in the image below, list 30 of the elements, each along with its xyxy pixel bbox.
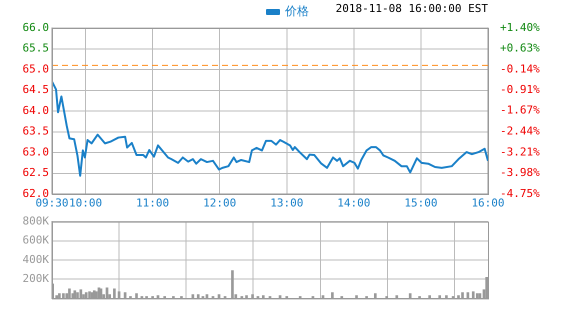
y2-tick-label: -1.67%: [500, 104, 540, 117]
y-tick-label: 66.0: [22, 20, 49, 34]
y2-tick-label: +1.40%: [500, 20, 540, 34]
x-tick-label: 09:30: [35, 196, 69, 210]
y-tick-label: 65.5: [22, 42, 49, 55]
y-tick-label: 200K: [22, 272, 50, 286]
x-tick-label: 16:00: [471, 196, 505, 210]
y2-tick-label: -2.44%: [500, 124, 540, 138]
x-tick-label: 10:00: [68, 196, 102, 210]
y-tick-label: 600K: [22, 234, 50, 247]
y2-tick-label: -0.91%: [500, 83, 540, 96]
y-tick-label: 800K: [22, 214, 50, 228]
x-tick-label: 11:00: [136, 196, 170, 210]
x-tick-label: 14:00: [337, 196, 370, 210]
text: 2018-11-08 16:00:00 EST: [336, 2, 488, 15]
x-tick-label: 12:00: [203, 196, 236, 210]
x-tick-label: 13:00: [270, 196, 304, 210]
x-tick-label: 15:00: [404, 196, 438, 210]
y2-tick-label: +0.63%: [500, 42, 540, 55]
legend-label: 价格: [284, 4, 309, 18]
y2-tick-label: -0.14%: [500, 62, 540, 76]
y-tick-label: 63.5: [22, 124, 49, 138]
y-tick-label: 63.0: [22, 145, 49, 158]
y-tick-label: 65.0: [22, 62, 49, 76]
y-tick-label: 400K: [22, 252, 50, 266]
y-tick-label: 64.0: [22, 104, 49, 117]
y-tick-label: 62.5: [22, 166, 49, 180]
y2-tick-label: -3.21%: [500, 145, 540, 158]
y2-tick-label: -3.98%: [500, 166, 540, 180]
y-tick-label: 64.5: [22, 83, 49, 96]
